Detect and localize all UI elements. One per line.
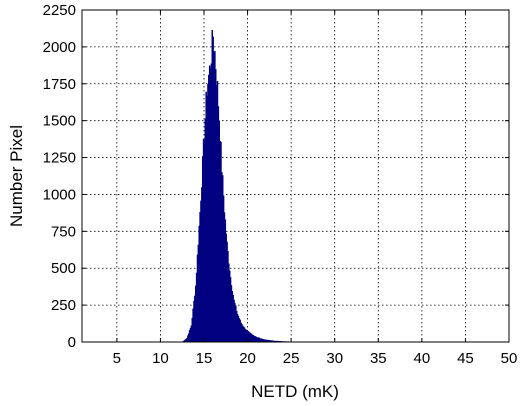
histogram-distribution — [182, 29, 301, 343]
plot-background — [82, 10, 509, 342]
y-tick-label: 1250 — [43, 150, 76, 167]
y-tick-label: 1750 — [43, 76, 76, 93]
x-tick-label: 40 — [414, 350, 431, 367]
y-tick-label: 1000 — [43, 186, 76, 203]
y-tick-label: 2000 — [43, 39, 76, 56]
plot-frame — [81, 9, 510, 343]
x-tick-label: 20 — [239, 350, 256, 367]
y-axis-title: Number Pixel — [7, 125, 26, 227]
y-tick-label: 2250 — [43, 2, 76, 19]
x-tick-label: 45 — [457, 350, 474, 367]
x-axis-title: NETD (mK) — [251, 382, 339, 401]
x-tick-label: 30 — [326, 350, 343, 367]
x-tick-label: 35 — [370, 350, 387, 367]
x-tick-labels: 5 10 15 20 25 30 35 40 45 50 — [113, 350, 518, 367]
y-tick-label: 0 — [68, 334, 76, 351]
x-tick-label: 15 — [196, 350, 213, 367]
x-tick-label: 50 — [501, 350, 518, 367]
x-tick-label: 25 — [283, 350, 300, 367]
y-tick-label: 500 — [51, 260, 76, 277]
y-tick-label: 250 — [51, 297, 76, 314]
y-tick-label: 750 — [51, 223, 76, 240]
x-tick-label: 10 — [152, 350, 169, 367]
grid-lines — [82, 10, 509, 342]
x-tick-label: 5 — [113, 350, 121, 367]
y-tick-labels: 0 250 500 750 1000 1250 1500 1750 2000 2250 — [43, 2, 76, 351]
y-tick-label: 1500 — [43, 113, 76, 130]
